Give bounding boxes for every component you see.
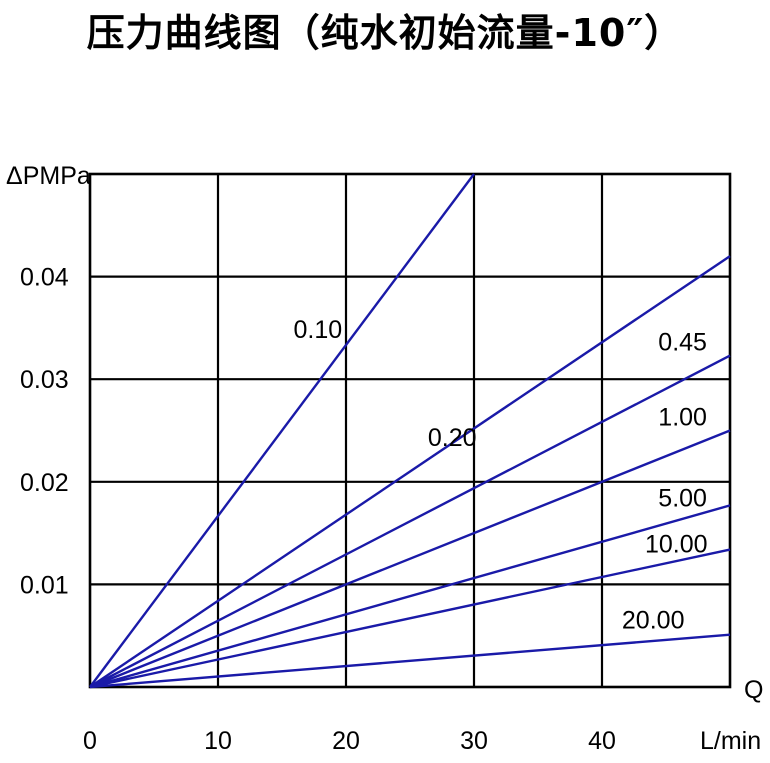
x-tick-label: 0: [83, 727, 97, 755]
x-tick-label: 20: [332, 727, 360, 755]
series-lines: [89, 173, 731, 689]
series-label-5.00: 5.00: [658, 484, 707, 512]
y-tick-label: 0.01: [20, 571, 69, 599]
x-axis-symbol: Q: [744, 676, 763, 704]
series-label-20.00: 20.00: [622, 607, 685, 635]
series-labels: 0.10 0.20 0.45 1.00 5.00 10.00 20.00: [294, 316, 708, 634]
chart-title: 压力曲线图（纯水初始流量-10″）: [86, 11, 684, 55]
grid: [88, 172, 732, 689]
series-label-0.45: 0.45: [658, 328, 707, 356]
y-axis-label: ΔPMPa: [6, 162, 91, 190]
series-label-1.00: 1.00: [658, 403, 707, 431]
series-line-20.00: [89, 633, 731, 689]
tick-labels: 0 10 20 30 40 0.01 0.02 0.03 0.04: [20, 264, 616, 755]
series-line-0.20: [89, 255, 731, 688]
x-tick-label: 40: [588, 727, 616, 755]
series-line-1.00: [89, 429, 731, 689]
series-label-10.00: 10.00: [645, 531, 708, 559]
series-line-10.00: [89, 548, 731, 689]
x-tick-label: 30: [460, 727, 488, 755]
series-label-0.20: 0.20: [428, 424, 477, 452]
x-tick-label: 10: [204, 727, 232, 755]
series-line-0.45: [89, 354, 731, 689]
series-line-0.10: [89, 173, 475, 688]
series-line-5.00: [89, 504, 731, 689]
y-tick-label: 0.02: [20, 469, 69, 497]
y-tick-label: 0.04: [20, 264, 69, 292]
series-label-0.10: 0.10: [294, 316, 343, 344]
x-axis-label: L/min: [700, 727, 761, 755]
y-tick-label: 0.03: [20, 366, 69, 394]
